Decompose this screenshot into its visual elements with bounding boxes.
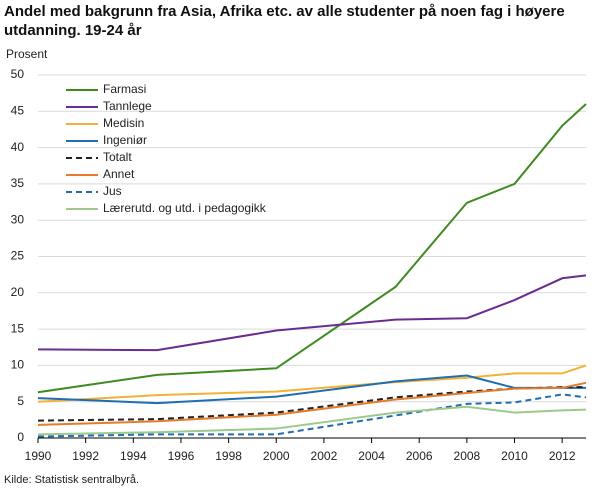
y-tick-label: 30 [11,212,25,226]
y-tick-label: 25 [11,249,25,263]
series-line [37,405,587,436]
x-tick-label: 1998 [215,449,242,463]
legend-label: Medisin [103,116,144,130]
legend-label: Ingeniør [103,133,147,147]
series-line [37,386,586,422]
y-tick-label: 45 [11,103,25,117]
legend-label: Totalt [103,150,132,164]
series-line [37,381,587,426]
x-tick-label: 2000 [263,449,290,463]
x-tick-label: 1996 [168,449,195,463]
series-line [37,274,587,352]
y-axis-label: Prosent [6,47,48,61]
x-tick-label: 2010 [501,449,528,463]
x-tick-label: 2002 [311,449,338,463]
y-tick-label: 40 [11,140,25,154]
series-line [37,103,587,394]
legend-label: Farmasi [103,82,146,96]
legend-label: Lærerutd. og utd. i pedagogikk [103,201,267,215]
x-tick-label: 2008 [454,449,481,463]
y-tick-label: 0 [17,430,24,444]
x-tick-label: 1994 [120,449,147,463]
y-tick-label: 5 [17,394,24,408]
x-tick-label: 2012 [549,449,576,463]
x-tick-label: 1990 [25,449,52,463]
y-tick-label: 35 [11,176,25,190]
y-tick-label: 15 [11,321,25,335]
source: Kilde: Statistisk sentralbyrå. [4,474,139,486]
legend-label: Tannlege [103,99,152,113]
y-tick-label: 20 [11,285,25,299]
x-tick-label: 1992 [72,449,99,463]
x-tick-label: 2006 [406,449,433,463]
x-tick-label: 2004 [358,449,385,463]
legend-label: Jus [103,184,122,198]
legend-label: Annet [103,167,135,181]
series-line [37,364,587,403]
y-tick-label: 50 [11,67,25,81]
chart-title: Andel med bakgrunn fra Asia, Afrika etc.… [4,3,565,39]
y-tick-label: 10 [11,358,25,372]
